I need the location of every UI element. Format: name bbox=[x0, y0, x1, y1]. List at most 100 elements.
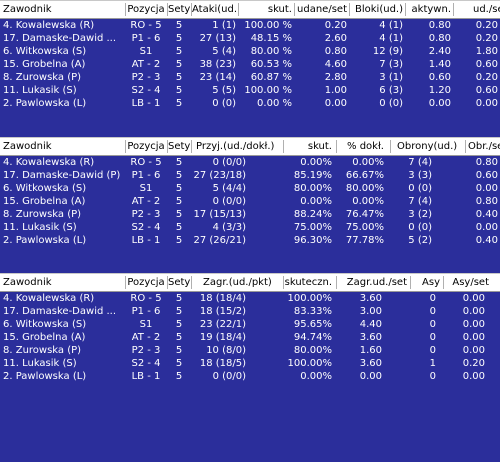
serves-value: 18 (15/2) bbox=[199, 306, 246, 317]
column-divider[interactable] bbox=[336, 276, 337, 289]
column-divider[interactable] bbox=[167, 276, 168, 289]
col-header-accuracy[interactable]: % dokł. bbox=[347, 141, 384, 152]
success-per-set: 2.60 bbox=[324, 33, 347, 44]
column-divider[interactable] bbox=[349, 3, 350, 16]
table-row[interactable]: 17. Damaske-Dawid (P) P1 - 6 5 27 (23/18… bbox=[0, 169, 500, 182]
table-row[interactable]: 6. Witkowska (S) S1 5 5 (4/4) 80.00% 80.… bbox=[0, 182, 500, 195]
col-header-efficiency[interactable]: skuteczn. bbox=[284, 277, 332, 288]
col-header-serves-per-set[interactable]: Zagr.ud./set bbox=[346, 277, 407, 288]
sets-played: 5 bbox=[175, 358, 183, 369]
player-position: AT - 2 bbox=[131, 196, 161, 207]
col-header-sets[interactable]: Sety bbox=[168, 277, 190, 288]
table-row[interactable]: 15. Grobelna (A) AT - 2 5 0 (0/0) 0.00% … bbox=[0, 195, 500, 208]
column-divider[interactable] bbox=[453, 3, 454, 16]
success-per-set: 1.00 bbox=[324, 85, 347, 96]
sets-played: 5 bbox=[175, 20, 183, 31]
column-divider[interactable] bbox=[294, 3, 295, 16]
column-divider[interactable] bbox=[283, 140, 284, 153]
table-row[interactable]: 17. Damaske-Dawid ... P1 - 6 5 27 (13) 4… bbox=[0, 32, 500, 45]
serve-efficiency: 100.00% bbox=[287, 358, 333, 369]
col-header-position[interactable]: Pozycja bbox=[127, 4, 165, 15]
attack-efficiency: 0.00 % bbox=[257, 98, 292, 109]
col-header-receptions[interactable]: Przyj.(ud./dokł.) bbox=[196, 141, 275, 152]
defenses-value: 0 (0) bbox=[408, 183, 432, 194]
col-header-player[interactable]: Zawodnik bbox=[3, 277, 52, 288]
column-divider[interactable] bbox=[191, 276, 192, 289]
column-divider[interactable] bbox=[191, 3, 192, 16]
sets-played: 5 bbox=[175, 59, 183, 70]
table-row[interactable]: 15. Grobelna (A) AT - 2 5 38 (23) 60.53 … bbox=[0, 58, 500, 71]
player-position: AT - 2 bbox=[131, 59, 161, 70]
col-header-efficiency[interactable]: skut. bbox=[307, 141, 332, 152]
table-row[interactable]: 6. Witkowska (S) S1 5 5 (4) 80.00 % 0.80… bbox=[0, 45, 500, 58]
column-divider[interactable] bbox=[191, 140, 192, 153]
col-header-position[interactable]: Pozycja bbox=[127, 141, 165, 152]
column-divider[interactable] bbox=[167, 140, 168, 153]
table-row[interactable]: 6. Witkowska (S) S1 5 23 (22/1) 95.65% 4… bbox=[0, 318, 500, 331]
column-divider[interactable] bbox=[465, 140, 466, 153]
serves-per-set: 4.40 bbox=[359, 319, 382, 330]
blocks-per-set: 0.20 bbox=[475, 33, 498, 44]
table-row[interactable]: 2. Pawlowska (L) LB - 1 5 0 (0/0) 0.00% … bbox=[0, 370, 500, 383]
col-header-sets[interactable]: Sety bbox=[168, 4, 190, 15]
col-header-efficiency[interactable]: skut. bbox=[267, 4, 292, 15]
col-header-defenses[interactable]: Obrony(ud.) bbox=[397, 141, 458, 152]
column-divider[interactable] bbox=[443, 276, 444, 289]
column-divider[interactable] bbox=[167, 3, 168, 16]
blocks-value: 7 (3) bbox=[379, 59, 403, 70]
col-header-player[interactable]: Zawodnik bbox=[3, 141, 52, 152]
col-header-defenses-per-set[interactable]: Obr./se bbox=[468, 141, 500, 152]
aces-value: 1 bbox=[429, 358, 436, 369]
col-header-activity[interactable]: aktywn. bbox=[411, 4, 451, 15]
col-header-position[interactable]: Pozycja bbox=[127, 277, 165, 288]
sets-played: 5 bbox=[175, 196, 183, 207]
col-header-aces-per-set[interactable]: Asy/set bbox=[452, 277, 489, 288]
attacks-value: 27 (13) bbox=[199, 33, 236, 44]
table-row[interactable]: 4. Kowalewska (R) RO - 5 5 0 (0/0) 0.00%… bbox=[0, 156, 500, 169]
table-row[interactable]: 17. Damaske-Dawid ... P1 - 6 5 18 (15/2)… bbox=[0, 305, 500, 318]
column-divider[interactable] bbox=[390, 140, 391, 153]
table-row[interactable]: 11. Lukasik (S) S2 - 4 5 5 (5) 100.00 % … bbox=[0, 84, 500, 97]
defenses-value: 0 (0) bbox=[408, 222, 432, 233]
serves-value: 0 (0/0) bbox=[212, 371, 246, 382]
table-row[interactable]: 8. Zurowska (P) P2 - 3 5 10 (8/0) 80.00%… bbox=[0, 344, 500, 357]
table-row[interactable]: 4. Kowalewska (R) RO - 5 5 18 (18/4) 100… bbox=[0, 292, 500, 305]
attack-efficiency: 60.53 % bbox=[250, 59, 292, 70]
col-header-blocks[interactable]: Bloki(ud.) bbox=[355, 4, 403, 15]
attack-efficiency: 60.87 % bbox=[250, 72, 292, 83]
col-header-aces[interactable]: Asy bbox=[422, 277, 440, 288]
sets-played: 5 bbox=[175, 157, 183, 168]
col-header-blocks-per-set[interactable]: ud./se bbox=[473, 4, 500, 15]
serves-per-set: 1.60 bbox=[359, 345, 382, 356]
table-row[interactable]: 11. Lukasik (S) S2 - 4 5 4 (3/3) 75.00% … bbox=[0, 221, 500, 234]
table-row[interactable]: 8. Zurowska (P) P2 - 3 5 17 (15/13) 88.2… bbox=[0, 208, 500, 221]
player-name: 11. Lukasik (S) bbox=[3, 85, 77, 96]
aces-value: 0 bbox=[429, 345, 436, 356]
reception-accuracy: 77.78% bbox=[345, 235, 384, 246]
column-divider[interactable] bbox=[283, 276, 284, 289]
col-header-attacks[interactable]: Ataki(ud.) bbox=[192, 4, 236, 15]
column-divider[interactable] bbox=[410, 276, 411, 289]
table-row[interactable]: 11. Lukasik (S) S2 - 4 5 18 (18/5) 100.0… bbox=[0, 357, 500, 370]
col-header-serves[interactable]: Zagr.(ud./pkt) bbox=[203, 277, 272, 288]
activity-value: 0.80 bbox=[428, 20, 451, 31]
column-divider[interactable] bbox=[125, 3, 126, 16]
attacks-value: 5 (5) bbox=[212, 85, 236, 96]
table-row[interactable]: 2. Pawlowska (L) LB - 1 5 27 (26/21) 96.… bbox=[0, 234, 500, 247]
table-row[interactable]: 2. Pawlowska (L) LB - 1 5 0 (0) 0.00 % 0… bbox=[0, 97, 500, 110]
col-header-success-per-set[interactable]: udane/set bbox=[297, 4, 347, 15]
col-header-sets[interactable]: Sety bbox=[168, 141, 190, 152]
serves-value: 18 (18/4) bbox=[199, 293, 246, 304]
defenses-per-set: 0.80 bbox=[475, 157, 498, 168]
column-divider[interactable] bbox=[125, 276, 126, 289]
column-divider[interactable] bbox=[336, 140, 337, 153]
column-divider[interactable] bbox=[238, 3, 239, 16]
column-divider[interactable] bbox=[405, 3, 406, 16]
table-row[interactable]: 8. Zurowska (P) P2 - 3 5 23 (14) 60.87 %… bbox=[0, 71, 500, 84]
table-row[interactable]: 15. Grobelna (A) AT - 2 5 19 (18/4) 94.7… bbox=[0, 331, 500, 344]
column-divider[interactable] bbox=[125, 140, 126, 153]
defenses-per-set: 0.60 bbox=[475, 170, 498, 181]
table-row[interactable]: 4. Kowalewska (R) RO - 5 5 1 (1) 100.00 … bbox=[0, 19, 500, 32]
success-per-set: 2.80 bbox=[324, 72, 347, 83]
col-header-player[interactable]: Zawodnik bbox=[3, 4, 52, 15]
